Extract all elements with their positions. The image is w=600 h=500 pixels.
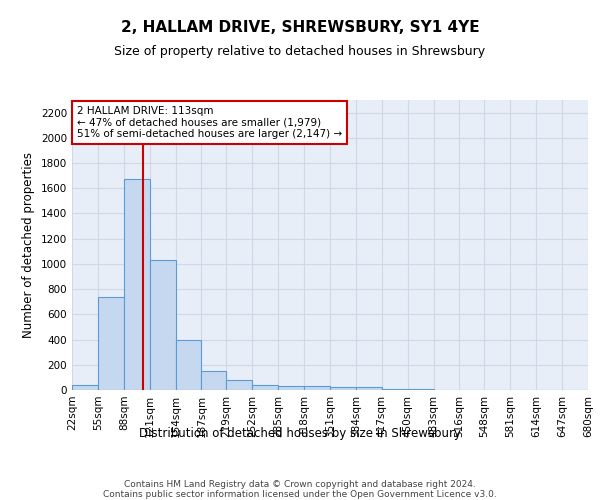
Bar [330,388,356,390]
Text: 2 HALLAM DRIVE: 113sqm
← 47% of detached houses are smaller (1,979)
51% of semi-: 2 HALLAM DRIVE: 113sqm ← 47% of detached… [77,106,342,139]
Text: Distribution of detached houses by size in Shrewsbury: Distribution of detached houses by size … [139,428,461,440]
Bar [202,371,226,390]
Text: 2, HALLAM DRIVE, SHREWSBURY, SY1 4YE: 2, HALLAM DRIVE, SHREWSBURY, SY1 4YE [121,20,479,35]
Bar [356,388,382,390]
Bar [149,260,176,390]
Text: Size of property relative to detached houses in Shrewsbury: Size of property relative to detached ho… [115,45,485,58]
Bar [98,296,124,390]
Bar [382,388,407,390]
Bar [253,385,278,390]
Bar [304,386,330,390]
Bar [278,386,304,390]
Text: Contains HM Land Registry data © Crown copyright and database right 2024.
Contai: Contains HM Land Registry data © Crown c… [103,480,497,500]
Bar [72,385,98,390]
Y-axis label: Number of detached properties: Number of detached properties [22,152,35,338]
Bar [226,380,253,390]
Bar [124,180,149,390]
Bar [176,340,202,390]
